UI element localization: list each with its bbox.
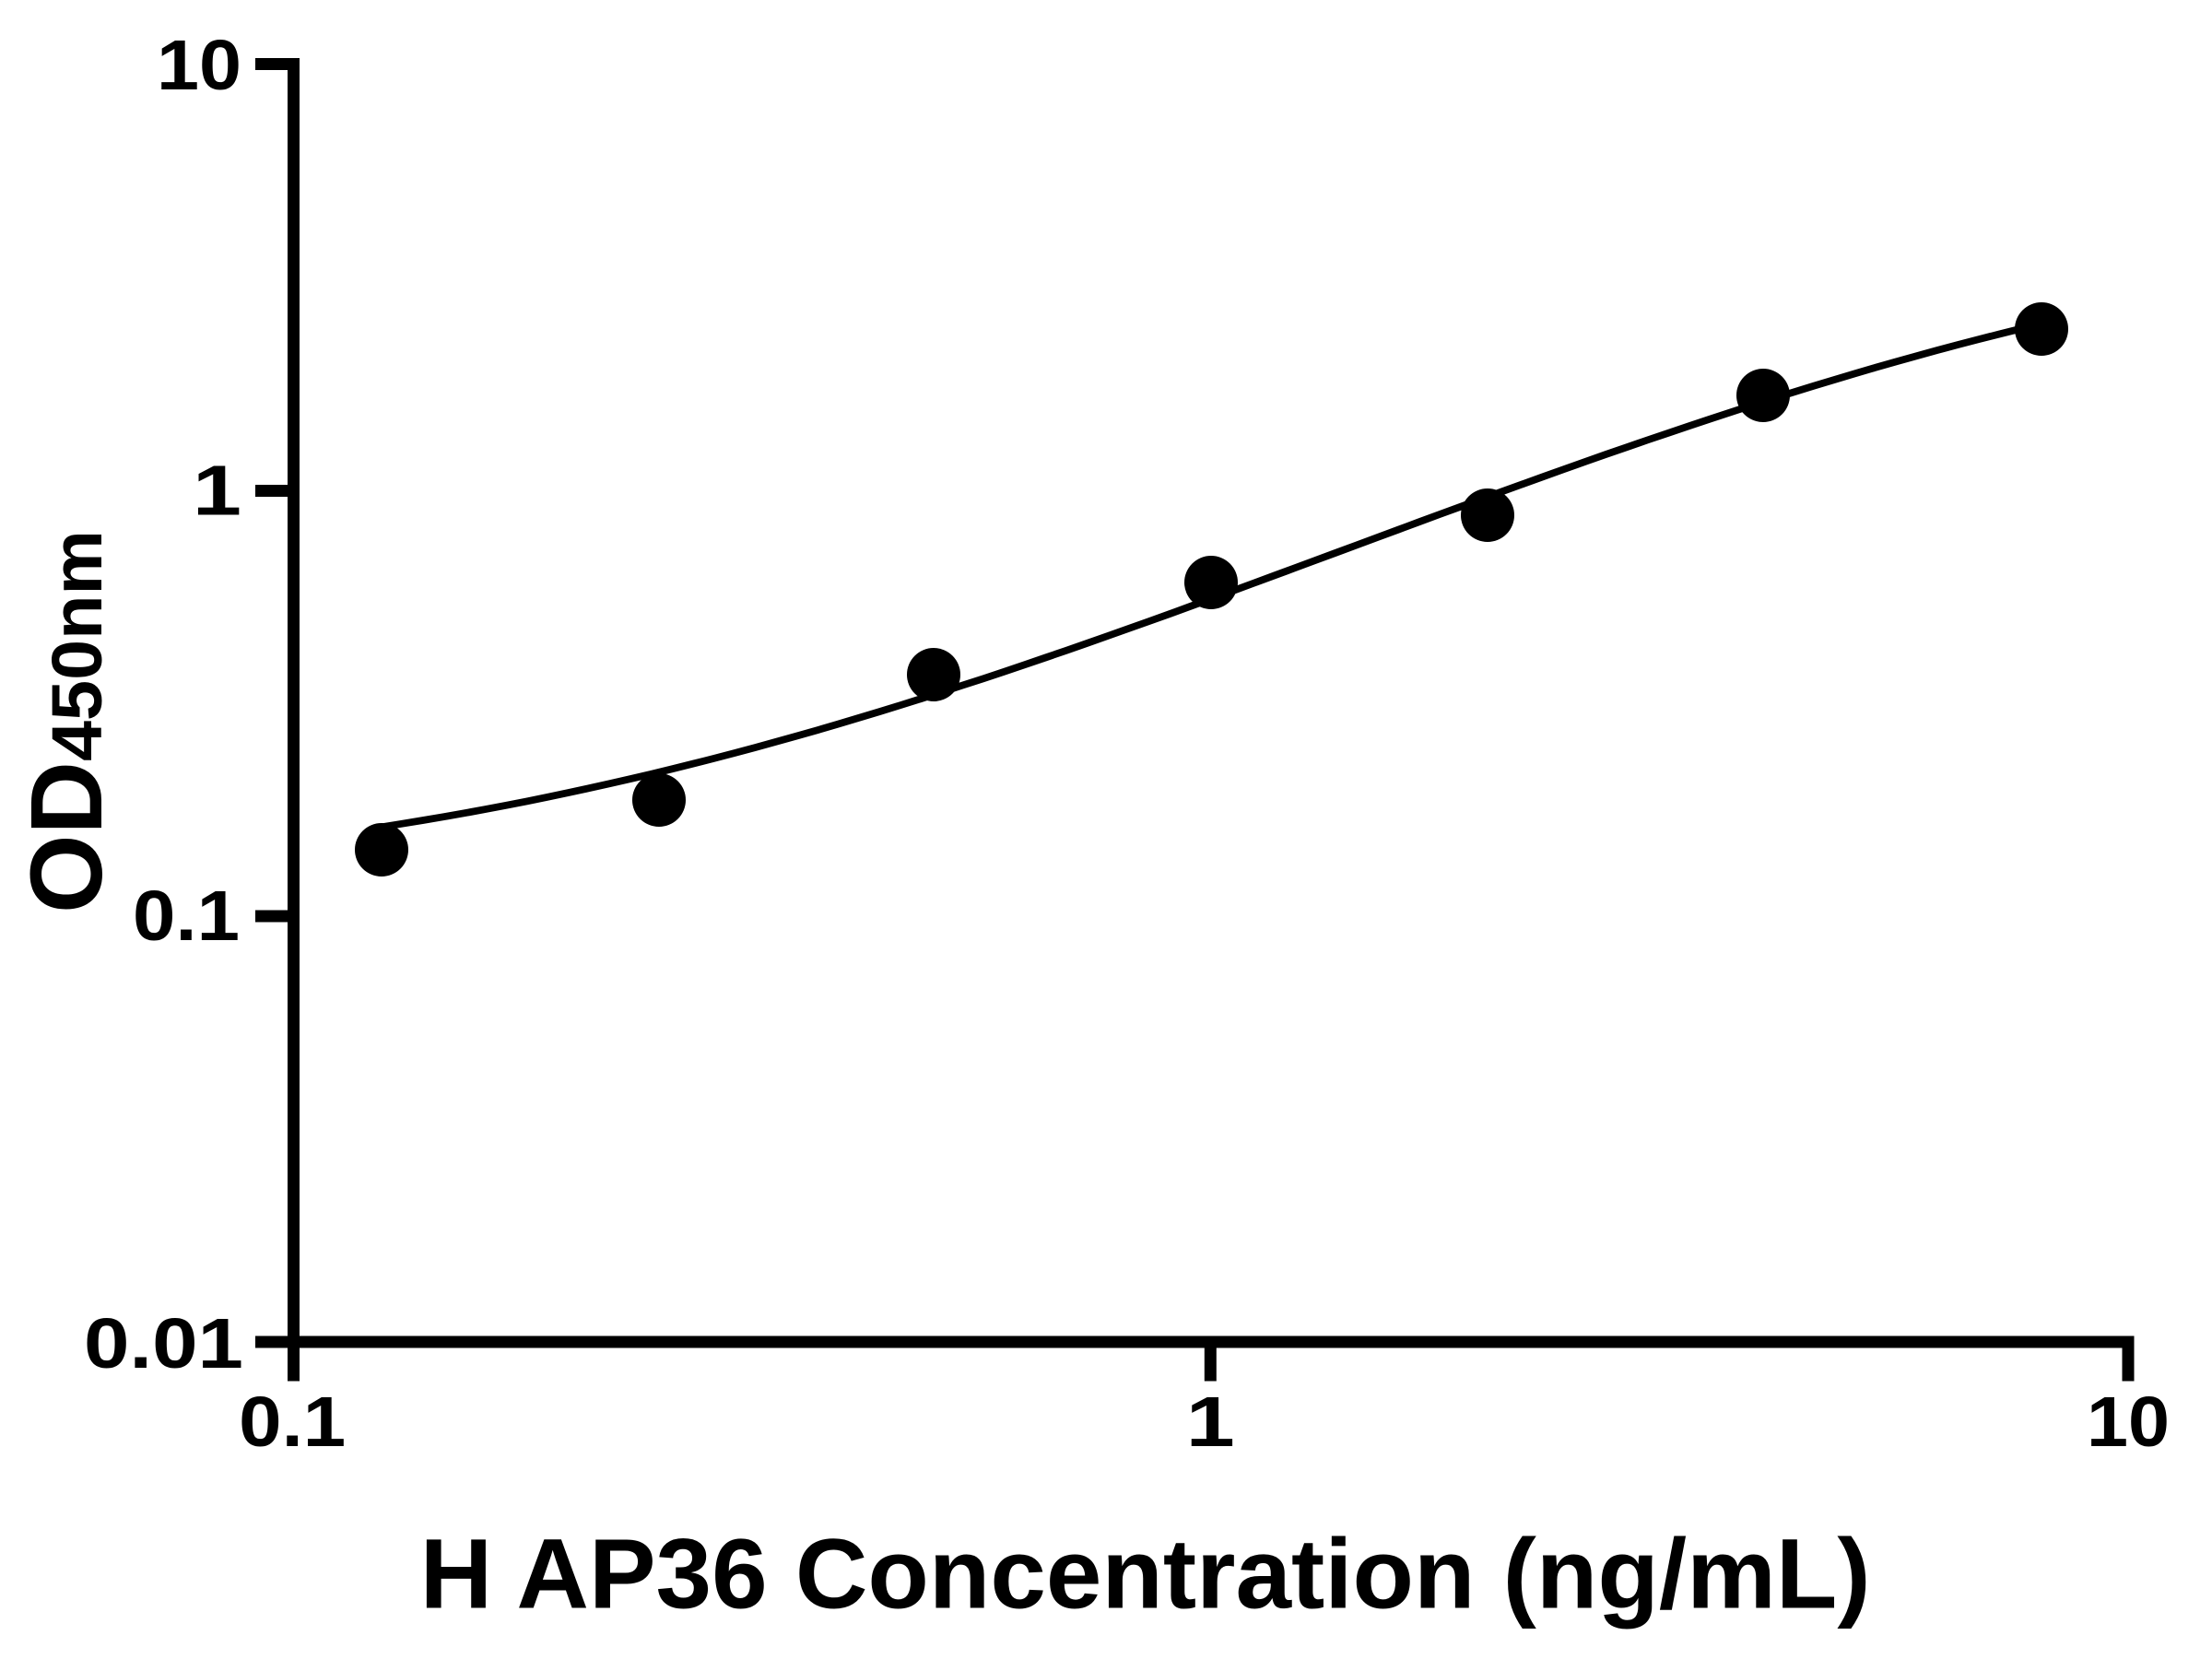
svg-text:0.1: 0.1 (239, 1382, 346, 1462)
svg-text:OD: OD (10, 761, 124, 913)
svg-text:1: 1 (193, 452, 241, 531)
svg-text:450nm: 450nm (38, 530, 117, 761)
svg-text:1: 1 (1186, 1382, 1235, 1462)
svg-text:H AP36 Concentration (ng/mL): H AP36 Concentration (ng/mL) (420, 1518, 1871, 1630)
svg-text:10: 10 (2087, 1382, 2170, 1462)
svg-text:0.1: 0.1 (133, 877, 240, 956)
svg-text:0.01: 0.01 (84, 1304, 243, 1383)
svg-text:10: 10 (157, 26, 241, 105)
